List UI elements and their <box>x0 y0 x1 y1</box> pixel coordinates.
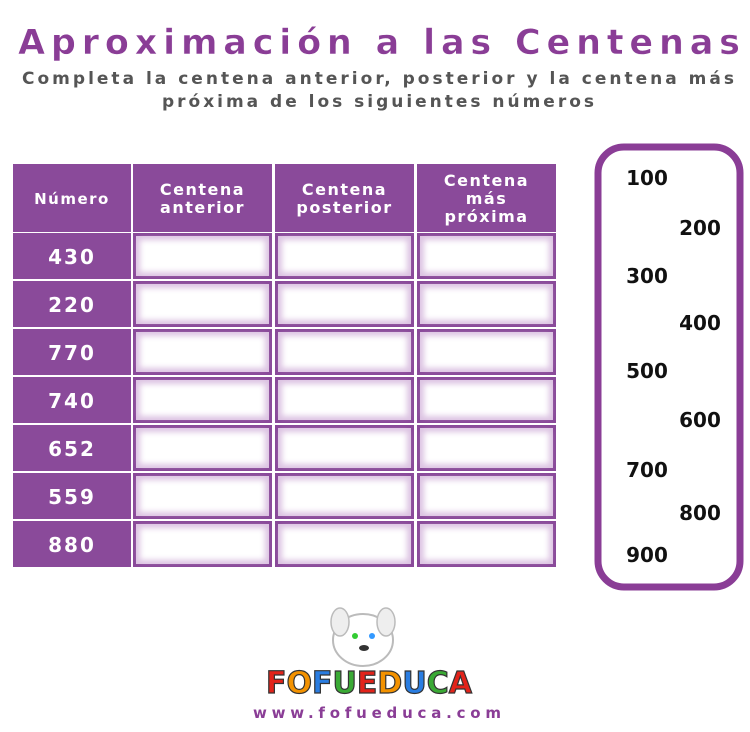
answer-box[interactable] <box>282 528 407 560</box>
header-text: posterior <box>296 198 392 217</box>
answer-box[interactable] <box>140 240 265 272</box>
row-number: 770 <box>48 341 96 365</box>
row-number: 740 <box>48 389 96 413</box>
row-number: 220 <box>48 293 96 317</box>
row-number: 430 <box>48 245 96 269</box>
header-text: Centena <box>160 180 245 199</box>
row-number: 880 <box>48 533 96 557</box>
reference-number: 400 <box>679 311 721 335</box>
subtitle: Completa la centena anterior, posterior … <box>22 69 734 89</box>
subtitle: próxima de los siguientes números <box>162 92 594 112</box>
title: Aproximación a las Centenas <box>18 23 740 63</box>
logo: FOFUEDUCA <box>266 666 473 701</box>
reference-number: 300 <box>626 264 668 288</box>
row-number: 559 <box>48 485 96 509</box>
reference-number: 800 <box>679 501 721 525</box>
answer-box[interactable] <box>140 432 265 464</box>
answer-box[interactable] <box>140 336 265 368</box>
answer-box[interactable] <box>140 288 265 320</box>
answer-box[interactable] <box>282 288 407 320</box>
url[interactable]: www.fofueduca.com <box>253 704 501 722</box>
answer-box[interactable] <box>424 336 549 368</box>
row-number: 652 <box>48 437 96 461</box>
reference-number: 900 <box>626 543 668 567</box>
cell <box>13 377 131 423</box>
reference-number: 200 <box>679 216 721 240</box>
header-text: Número <box>34 190 110 208</box>
answer-box[interactable] <box>424 384 549 416</box>
reference-number: 500 <box>626 359 668 383</box>
reference-box <box>594 143 744 591</box>
reference-number: 700 <box>626 458 668 482</box>
answer-box[interactable] <box>424 288 549 320</box>
reference-number: 600 <box>679 408 721 432</box>
cell <box>13 281 131 327</box>
cell <box>13 473 131 519</box>
header-cell <box>275 164 414 232</box>
answer-box[interactable] <box>282 384 407 416</box>
cell <box>13 521 131 567</box>
answer-box[interactable] <box>424 432 549 464</box>
header-cell <box>13 164 131 232</box>
answer-box[interactable] <box>282 336 407 368</box>
header-text: más <box>466 189 508 208</box>
answer-box[interactable] <box>282 432 407 464</box>
mascot <box>330 607 396 667</box>
answer-box[interactable] <box>282 240 407 272</box>
reference-list: 100 200 300 400 500 600 700 800 900 <box>626 166 721 567</box>
header-text: próxima <box>444 207 528 226</box>
cell <box>13 329 131 375</box>
cell <box>13 233 131 279</box>
header-text: Centena <box>444 171 529 190</box>
answer-box[interactable] <box>424 240 549 272</box>
answer-box[interactable] <box>424 528 549 560</box>
answer-box[interactable] <box>282 480 407 512</box>
reference-number: 100 <box>626 166 668 190</box>
answer-box[interactable] <box>140 384 265 416</box>
header-cell <box>417 164 556 232</box>
table: Número CentenaanteriorCentenaposteriorCen… <box>13 164 556 567</box>
answer-box[interactable] <box>140 480 265 512</box>
answer-box[interactable] <box>140 528 265 560</box>
header-text: anterior <box>160 198 245 217</box>
header-cell <box>133 164 272 232</box>
header-text: Centena <box>302 180 387 199</box>
answer-box[interactable] <box>424 480 549 512</box>
cell <box>13 425 131 471</box>
